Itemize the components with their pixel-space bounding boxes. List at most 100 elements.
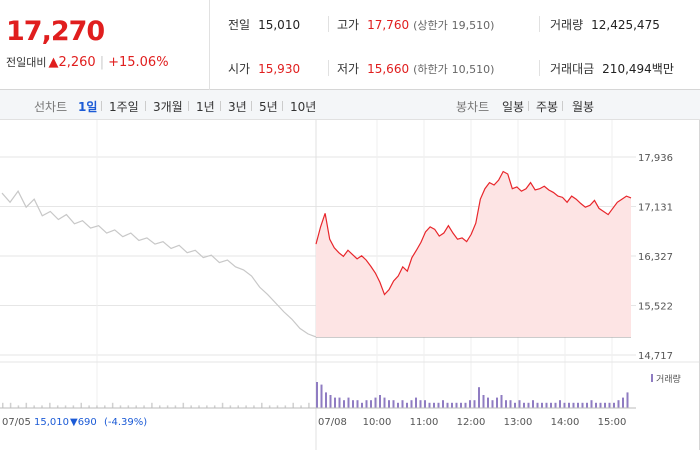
- x-tick-label: 07/08: [318, 417, 347, 428]
- x-tick-label: 15:00: [598, 417, 627, 428]
- volume-bar: [581, 402, 584, 408]
- volume-bar: [577, 402, 579, 408]
- volume-bar: [514, 402, 516, 408]
- volume-bar: [329, 395, 332, 408]
- period-option-10y[interactable]: 10년: [290, 100, 317, 114]
- period-option-1w[interactable]: 1주일: [109, 100, 139, 114]
- volume-legend-label: 거래량: [656, 373, 681, 385]
- volume-bar: [473, 400, 476, 408]
- volume-bar: [496, 397, 498, 408]
- volume-bar: [166, 405, 169, 408]
- volume-bar: [284, 405, 287, 408]
- period-option-3y[interactable]: 3년: [228, 100, 247, 114]
- period-option-1y[interactable]: 1년: [196, 100, 215, 114]
- change-label: 전일대비: [6, 56, 47, 69]
- volume-bar: [455, 402, 458, 408]
- volume-bar: [268, 405, 271, 408]
- prev-day-close-label: 15,010: [34, 417, 69, 428]
- volume-bar: [347, 397, 350, 408]
- volume-bar: [401, 400, 404, 408]
- line-chart-label: 선차트: [34, 100, 68, 114]
- volume-bar: [104, 405, 106, 408]
- prev-day-pct-label: (-4.39%): [104, 417, 147, 428]
- up-arrow-icon: ▲: [48, 55, 59, 70]
- volume-bar: [213, 405, 216, 408]
- period-divider: [251, 101, 252, 111]
- volume-bar: [608, 402, 611, 408]
- volume-bar: [388, 400, 390, 408]
- volume-bar: [245, 405, 247, 408]
- volume-bar: [613, 402, 615, 408]
- volume-bar: [523, 402, 525, 408]
- volume-bar: [111, 402, 114, 408]
- volume-bar: [276, 405, 279, 408]
- change-percent: +15.06%: [108, 55, 169, 70]
- volume-bar: [604, 402, 606, 408]
- volume-bar: [198, 405, 200, 408]
- current-price: 17,270: [6, 16, 105, 47]
- volume-bar: [392, 400, 395, 408]
- volume-bar: [33, 405, 35, 408]
- volume-bar: [261, 402, 263, 408]
- volume-bar: [433, 402, 435, 408]
- volume-bar: [460, 402, 462, 408]
- volume-bar: [559, 400, 561, 408]
- stat-high: 고가 17,760 (상한가 19,510): [337, 18, 495, 32]
- change-divider: |: [99, 55, 105, 70]
- volume-bar: [536, 402, 539, 408]
- volume-bar: [478, 387, 480, 408]
- volume-bar: [446, 402, 449, 408]
- volume-bar: [379, 395, 381, 408]
- x-tick-label: 13:00: [504, 417, 533, 428]
- volume-bar: [316, 382, 318, 408]
- x-tick-label: 10:00: [363, 417, 392, 428]
- stat-divider: [539, 60, 540, 76]
- candle-option-monthly[interactable]: 월봉: [572, 100, 595, 114]
- stat-divider: [328, 60, 329, 76]
- volume-bar: [617, 400, 620, 408]
- change-amount: 2,260: [58, 55, 96, 70]
- volume-bar: [424, 400, 426, 408]
- volume-bar: [545, 402, 548, 408]
- x-tick-label: 12:00: [457, 417, 486, 428]
- volume-bar: [325, 392, 327, 408]
- volume-bar: [64, 405, 67, 408]
- volume-bar: [442, 400, 444, 408]
- volume-bar: [25, 402, 28, 408]
- volume-bar: [469, 400, 471, 408]
- volume-bar: [554, 402, 557, 408]
- volume-bar: [383, 397, 386, 408]
- stat-divider: [539, 16, 540, 32]
- volume-bar: [532, 400, 534, 408]
- volume-bar: [190, 405, 192, 408]
- volume-bar: [352, 400, 354, 408]
- period-divider: [101, 101, 102, 111]
- period-divider: [145, 101, 146, 111]
- volume-bar: [80, 402, 82, 408]
- candle-option-weekly[interactable]: 주봉: [536, 100, 559, 114]
- volume-bar: [2, 402, 4, 408]
- period-option-3m[interactable]: 3개월: [153, 100, 183, 114]
- volume-bar: [49, 402, 51, 408]
- volume-bar: [253, 405, 255, 408]
- volume-bar: [572, 402, 575, 408]
- y-tick-label: 14,717: [638, 351, 673, 362]
- price-change: 전일대비 ▲2,260 | +15.06%: [6, 54, 169, 70]
- volume-bar: [464, 402, 467, 408]
- volume-bar: [599, 402, 602, 408]
- volume-bar: [595, 402, 597, 408]
- period-option-5y[interactable]: 5년: [259, 100, 278, 114]
- prev-day-change-label: ▼690: [70, 417, 97, 428]
- volume-bar: [397, 402, 399, 408]
- stat-low: 저가 15,660 (하한가 10,510): [337, 62, 495, 76]
- stat-volume: 거래량 12,425,475: [550, 18, 660, 32]
- volume-bar: [374, 397, 377, 408]
- period-option-1d[interactable]: 1일: [78, 100, 98, 114]
- volume-bar: [159, 405, 161, 408]
- candle-option-daily[interactable]: 일봉: [502, 100, 525, 114]
- volume-bar: [622, 397, 624, 408]
- volume-bar: [338, 397, 341, 408]
- price-summary: 17,270 전일대비 ▲2,260 | +15.06%: [0, 0, 210, 90]
